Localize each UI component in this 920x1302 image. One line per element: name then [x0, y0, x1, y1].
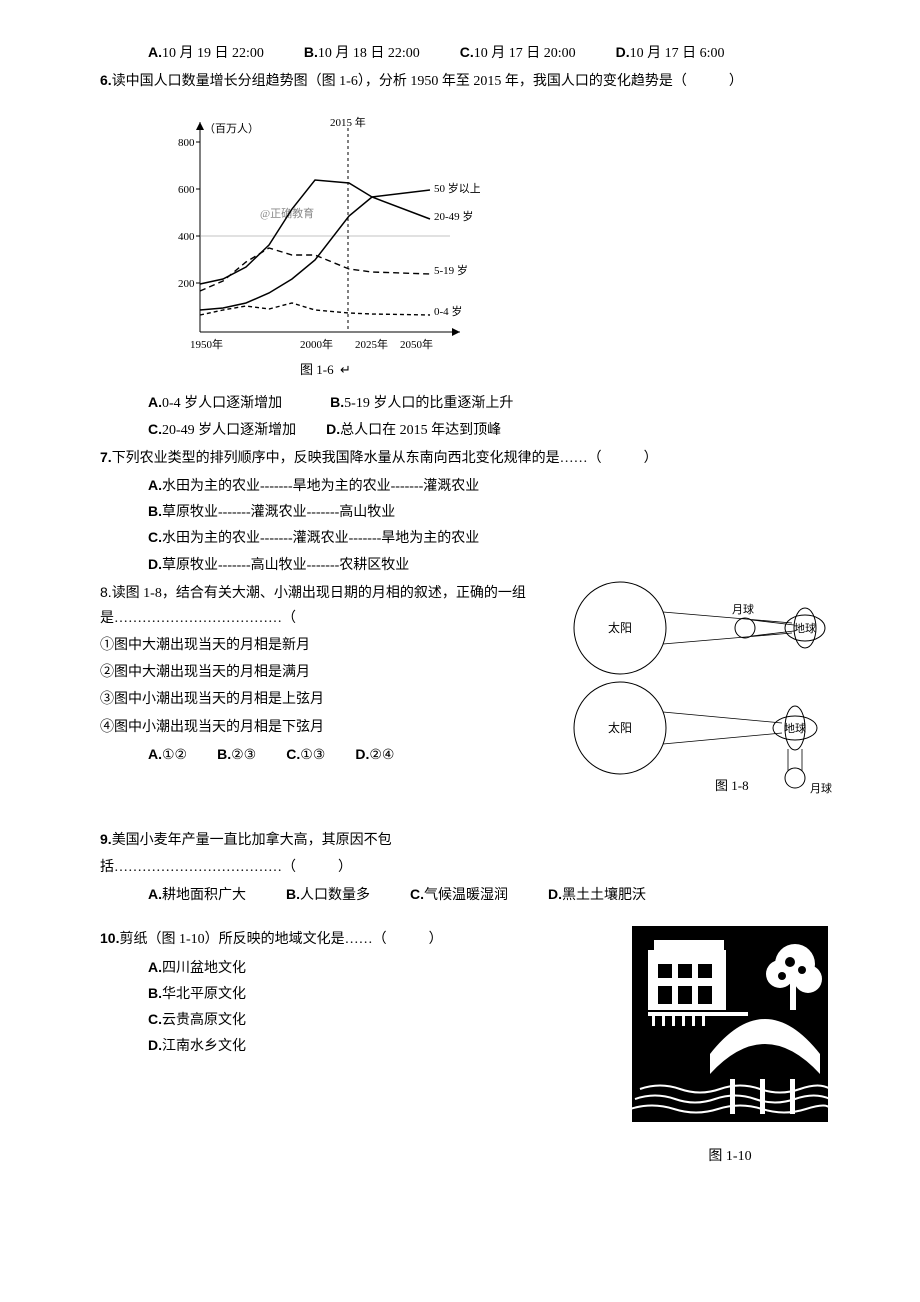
- q5-options: A.10 月 19 日 22:00 B.10 月 18 日 22:00 C.10…: [100, 40, 840, 66]
- q6-number: 6.: [100, 72, 112, 88]
- q6-options-row2: C.20-49 岁人口逐渐增加 D.总人口在 2015 年达到顶峰: [100, 417, 840, 443]
- label-a: A.: [148, 44, 162, 60]
- q6-opt-c: C.20-49 岁人口逐渐增加: [148, 417, 296, 443]
- svg-text:地球: 地球: [784, 721, 806, 735]
- q6-stem: 6.读中国人口数量增长分组趋势图（图 1-6），分析 1950 年至 2015 …: [100, 68, 840, 94]
- svg-text:600: 600: [178, 184, 195, 196]
- q6-options-row1: A.0-4 岁人口逐渐增加 B.5-19 岁人口的比重逐渐上升: [100, 390, 840, 416]
- q9-stem: 9.美国小麦年产量一直比加拿大高，其原因不包: [100, 827, 550, 853]
- svg-text:2050年: 2050年: [400, 337, 433, 351]
- q9-opt-c: C.气候温暖湿润: [410, 882, 508, 908]
- svg-text:↵: ↵: [340, 362, 351, 377]
- svg-text:50 岁以上: 50 岁以上: [434, 181, 480, 195]
- q10-opt-d: D.江南水乡文化: [100, 1033, 610, 1059]
- q8-opt-d: D.②④: [355, 742, 394, 768]
- q9-stem-b: 括………………………………（ ）: [100, 855, 550, 880]
- q6-chart: 200 400 600 800 （百万人） 1950年 2000年 2025年 …: [160, 102, 480, 382]
- svg-text:2025年: 2025年: [355, 337, 388, 351]
- svg-text:图 1-6: 图 1-6: [300, 362, 334, 377]
- q8-opt-a: A.①②: [148, 742, 187, 768]
- label-b: B.: [304, 44, 318, 60]
- q7-opt-d: D.草原牧业-------高山牧业-------农耕区牧业: [100, 552, 840, 578]
- svg-text:400: 400: [178, 231, 195, 243]
- svg-text:20-49 岁: 20-49 岁: [434, 209, 473, 223]
- svg-text:800: 800: [178, 137, 195, 149]
- svg-text:2015 年: 2015 年: [330, 115, 366, 129]
- label-d: D.: [616, 44, 630, 60]
- q9-opt-b: B.人口数量多: [286, 882, 370, 908]
- svg-text:（百万人）: （百万人）: [204, 122, 259, 135]
- q6-opt-d: D.总人口在 2015 年达到顶峰: [326, 417, 501, 443]
- svg-text:太阳: 太阳: [608, 620, 632, 635]
- svg-text:200: 200: [178, 278, 195, 290]
- svg-text:图 1-8: 图 1-8: [715, 778, 749, 793]
- svg-text:太阳: 太阳: [608, 720, 632, 735]
- q7-opt-b: B.草原牧业-------灌溉农业-------高山牧业: [100, 499, 840, 525]
- svg-text:0-4 岁: 0-4 岁: [434, 304, 462, 318]
- label-c: C.: [460, 44, 474, 60]
- q10-opt-a: A.四川盆地文化: [100, 955, 610, 981]
- q8-diagram: 太阳 月球 地球 太阳 地球 月球 图 1-8: [560, 578, 840, 817]
- svg-text:5-19 岁: 5-19 岁: [434, 263, 468, 277]
- q9-opt-a: A.耕地面积广大: [148, 882, 246, 908]
- q10-papercut-image: [630, 924, 830, 1124]
- q8-diagram-svg: 太阳 月球 地球 太阳 地球 月球 图 1-8: [560, 578, 840, 808]
- q9-number: 9.: [100, 831, 112, 847]
- q5-opt-a: A.10 月 19 日 22:00: [148, 40, 264, 66]
- q6-chart-svg: 200 400 600 800 （百万人） 1950年 2000年 2025年 …: [160, 102, 480, 382]
- svg-text:1950年: 1950年: [190, 337, 223, 351]
- q5-opt-b: B.10 月 18 日 22:00: [304, 40, 420, 66]
- q8-item-4: ④图中小潮出现当天的月相是下弦月: [100, 715, 550, 740]
- q8-item-3: ③图中小潮出现当天的月相是上弦月: [100, 687, 550, 712]
- q7-opt-c: C.水田为主的农业-------灌溉农业-------旱地为主的农业: [100, 525, 840, 551]
- q10-opt-b: B.华北平原文化: [100, 981, 610, 1007]
- svg-text:月球: 月球: [732, 602, 754, 616]
- q10-caption: 图 1-10: [620, 1144, 840, 1169]
- q8-item-1: ①图中大潮出现当天的月相是新月: [100, 633, 550, 658]
- svg-text:月球: 月球: [810, 781, 832, 795]
- q8-opt-c: C.①③: [286, 742, 325, 768]
- q8-stem: 8.读图 1-8，结合有关大潮、小潮出现日期的月相的叙述，正确的一组是………………: [100, 580, 550, 631]
- svg-text:地球: 地球: [794, 621, 816, 635]
- q5-opt-c: C.10 月 17 日 20:00: [460, 40, 576, 66]
- q10-opt-c: C.云贵高原文化: [100, 1007, 610, 1033]
- q9-opt-d: D.黑土土壤肥沃: [548, 882, 646, 908]
- q6-opt-a: A.0-4 岁人口逐渐增加: [148, 390, 282, 416]
- q9-options: A.耕地面积广大 B.人口数量多 C.气候温暖湿润 D.黑土土壤肥沃: [100, 882, 840, 908]
- q10-stem: 10.剪纸（图 1-10）所反映的地域文化是……（ ）: [100, 926, 610, 952]
- q7-stem: 7.下列农业类型的排列顺序中，反映我国降水量从东南向西北变化规律的是……（ ）: [100, 445, 840, 471]
- q8-number: 8.: [100, 584, 112, 600]
- q7-number: 7.: [100, 449, 112, 465]
- q7-opt-a: A.水田为主的农业-------旱地为主的农业-------灌溉农业: [100, 473, 840, 499]
- svg-text:2000年: 2000年: [300, 337, 333, 351]
- q8-item-2: ②图中大潮出现当天的月相是满月: [100, 660, 550, 685]
- q6-opt-b: B.5-19 岁人口的比重逐渐上升: [330, 390, 513, 416]
- q8-options: A.①② B.②③ C.①③ D.②④: [100, 742, 550, 768]
- q10-number: 10.: [100, 930, 119, 946]
- q5-opt-d: D.10 月 17 日 6:00: [616, 40, 725, 66]
- q8-opt-b: B.②③: [217, 742, 256, 768]
